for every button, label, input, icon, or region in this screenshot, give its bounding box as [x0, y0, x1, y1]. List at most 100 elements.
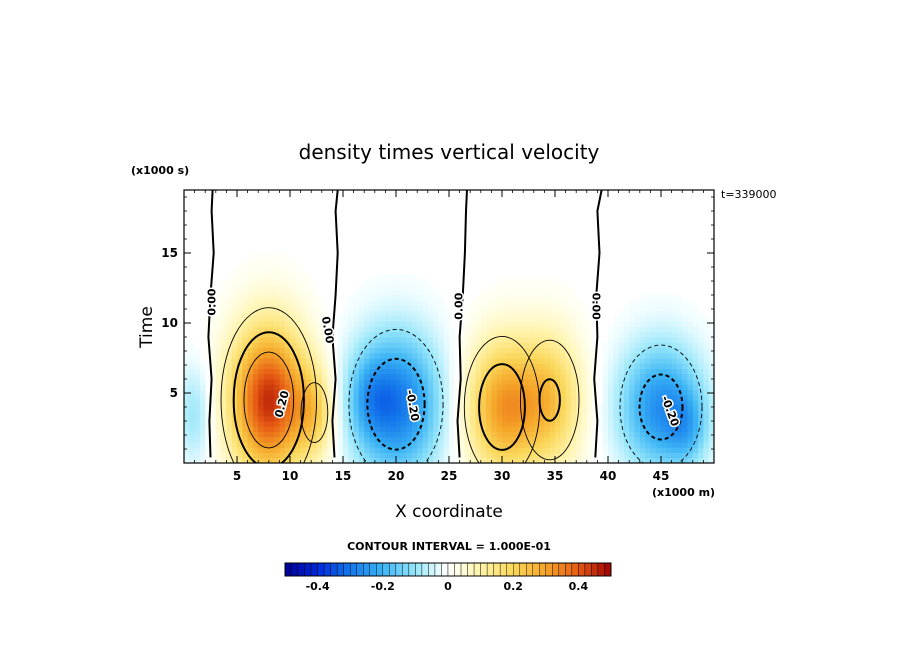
- heatmap-cell: [268, 394, 275, 401]
- heatmap-cell: [189, 347, 196, 354]
- heatmap-cell: [411, 284, 418, 291]
- heatmap-cell: [703, 415, 710, 422]
- heatmap-cell: [237, 452, 243, 459]
- heatmap-cell: [258, 295, 264, 301]
- heatmap-cell: [496, 316, 503, 322]
- heatmap-cell: [268, 410, 275, 417]
- heatmap-cell: [438, 363, 445, 369]
- heatmap-cell: [528, 373, 535, 380]
- heatmap-cell: [343, 452, 349, 459]
- heatmap-cell: [576, 363, 582, 369]
- heatmap-cell: [491, 300, 498, 306]
- heatmap-cell: [608, 447, 614, 453]
- heatmap-cell: [708, 389, 714, 396]
- heatmap-cell: [512, 352, 519, 359]
- heatmap-cell: [290, 379, 296, 385]
- heatmap-cell: [576, 421, 582, 427]
- heatmap-cell: [422, 358, 429, 364]
- heatmap-cell: [687, 310, 694, 317]
- heatmap-cell: [676, 405, 683, 411]
- colorbar-ticks: -0.4 -0.2 0 0.2 0.4: [306, 580, 589, 593]
- heatmap-cell: [406, 389, 413, 396]
- heatmap-cell: [634, 447, 641, 453]
- heatmap-cell: [205, 431, 211, 438]
- heatmap-cell: [406, 452, 413, 459]
- heatmap-cell: [369, 442, 376, 448]
- heatmap-cell: [274, 253, 280, 259]
- heatmap-cell: [263, 452, 270, 459]
- heatmap-cell: [316, 442, 323, 448]
- heatmap-cell: [433, 352, 439, 359]
- heatmap-cell: [406, 310, 413, 317]
- heatmap-cell: [263, 405, 270, 411]
- heatmap-cell: [581, 452, 588, 459]
- heatmap-cell: [544, 321, 551, 327]
- heatmap-cell: [602, 347, 609, 354]
- heatmap-cell: [645, 368, 651, 375]
- heatmap-cell: [343, 358, 349, 364]
- heatmap-cell: [369, 368, 376, 375]
- heatmap-cell: [279, 342, 286, 348]
- heatmap-cell: [369, 305, 376, 312]
- heatmap-cell: [300, 279, 307, 285]
- heatmap-cell: [316, 389, 323, 396]
- heatmap-cell: [517, 352, 524, 359]
- heatmap-cell: [337, 316, 344, 322]
- heatmap-cell: [279, 410, 286, 417]
- heatmap-cell: [650, 310, 657, 317]
- heatmap-cell: [602, 431, 609, 438]
- heatmap-cell: [438, 321, 445, 327]
- heatmap-cell: [464, 457, 471, 463]
- heatmap-cell: [215, 426, 222, 432]
- heatmap-cell: [608, 342, 614, 348]
- heatmap-cell: [316, 337, 323, 343]
- colorbar-cell: [513, 562, 520, 577]
- heatmap-cell: [581, 421, 588, 427]
- heatmap-cell: [284, 321, 291, 327]
- heatmap-cell: [380, 394, 386, 401]
- heatmap-cell: [396, 410, 402, 417]
- heatmap-cell: [475, 326, 482, 333]
- heatmap-cell: [226, 274, 233, 280]
- heatmap-cell: [380, 384, 386, 390]
- heatmap-cell: [374, 363, 381, 369]
- heatmap-cell: [406, 289, 413, 296]
- heatmap-cell: [698, 337, 704, 343]
- heatmap-cell: [676, 410, 683, 417]
- heatmap-cell: [369, 410, 376, 417]
- heatmap-cell: [380, 410, 386, 417]
- heatmap-cell: [189, 373, 196, 380]
- heatmap-cell: [708, 347, 714, 354]
- heatmap-cell: [252, 300, 259, 306]
- heatmap-cell: [385, 305, 392, 312]
- heatmap-cell: [459, 452, 466, 459]
- heatmap-cell: [221, 384, 227, 390]
- heatmap-cell: [486, 447, 492, 453]
- heatmap-cell: [274, 368, 280, 375]
- heatmap-cell: [676, 305, 683, 312]
- heatmap-cell: [215, 384, 222, 390]
- heatmap-cell: [385, 379, 392, 385]
- contour-label: 0.00: [319, 315, 337, 344]
- heatmap-cell: [523, 347, 529, 354]
- heatmap-cell: [327, 431, 333, 438]
- heatmap-cell: [517, 279, 524, 285]
- heatmap-cell: [502, 442, 508, 448]
- heatmap-cell: [295, 384, 302, 390]
- heatmap-cell: [544, 363, 551, 369]
- heatmap-cell: [645, 442, 651, 448]
- heatmap-cell: [401, 457, 408, 463]
- heatmap-cell: [295, 300, 302, 306]
- heatmap-cell: [464, 310, 471, 317]
- heatmap-cell: [449, 447, 455, 453]
- heatmap-cell: [687, 384, 694, 390]
- heatmap-cell: [539, 394, 545, 401]
- heatmap-cell: [570, 426, 577, 432]
- heatmap-cell: [565, 415, 572, 422]
- heatmap-cell: [422, 326, 429, 333]
- heatmap-cell: [385, 384, 392, 390]
- heatmap-cell: [332, 442, 339, 448]
- heatmap-cell: [268, 400, 275, 406]
- heatmap-cell: [507, 342, 514, 348]
- heatmap-cell: [284, 295, 291, 301]
